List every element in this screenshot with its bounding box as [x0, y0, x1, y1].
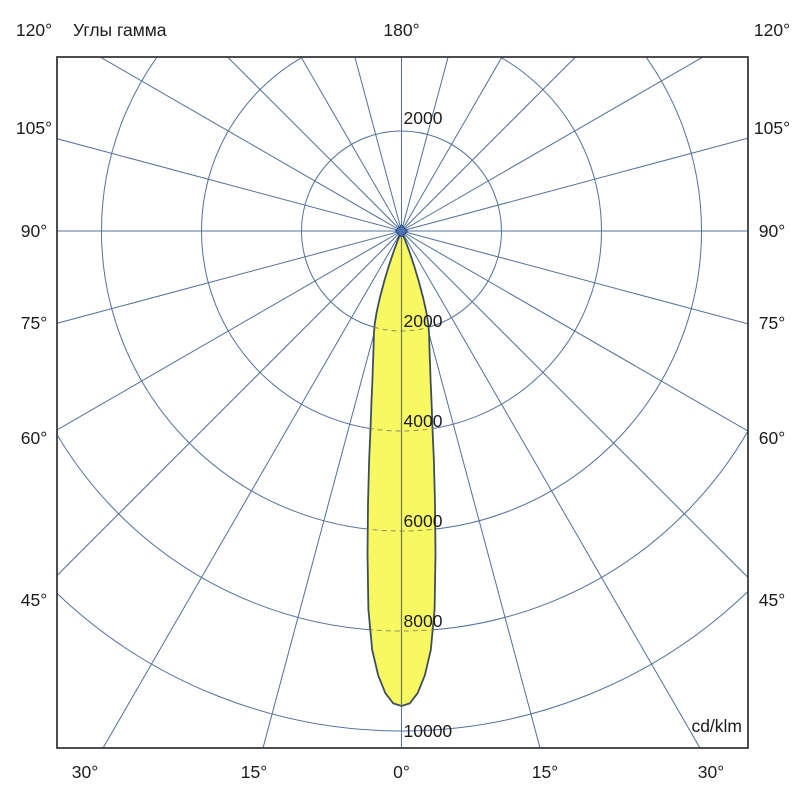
gamma-label-left-45: 45°	[21, 590, 47, 610]
gamma-ray-210	[300, 57, 402, 232]
center-marker	[394, 224, 409, 238]
gamma-label-left-120: 120°	[16, 20, 52, 40]
gamma-ray-105	[401, 137, 748, 232]
gamma-ray-30	[401, 230, 701, 748]
gamma-ray-60	[401, 230, 748, 432]
gamma-label-top-180: 180°	[383, 20, 419, 40]
gamma-ray-300	[57, 230, 402, 431]
plot-box	[56, 56, 749, 749]
gamma-label-left-90: 90°	[21, 221, 47, 241]
gamma-label-left-60: 60°	[21, 428, 47, 448]
gamma-ray-330	[102, 230, 402, 748]
gamma-label-bottom-0: 30°	[72, 762, 98, 782]
gamma-ray-240	[99, 57, 402, 232]
ring-label-above-2000: 2000	[404, 108, 443, 128]
gamma-label-left-105: 105°	[16, 118, 52, 138]
gamma-label-bottom-1: 15°	[241, 762, 267, 782]
gamma-ray-315	[57, 230, 402, 577]
gamma-label-right-60: 60°	[759, 428, 785, 448]
gamma-ray-285	[57, 230, 402, 324]
gamma-ray-135	[401, 57, 577, 232]
gamma-label-bottom-4: 30°	[698, 762, 724, 782]
gamma-ray-45	[401, 230, 748, 579]
ring-label-2000: 2000	[404, 311, 443, 331]
gamma-ray-120	[401, 57, 704, 232]
gamma-label-right-90: 90°	[759, 221, 785, 241]
gamma-label-right-105: 105°	[754, 118, 790, 138]
chart-title: Углы гамма	[73, 20, 167, 40]
intensity-ring-10000	[57, 590, 748, 732]
beam-overlay	[367, 231, 436, 706]
gamma-ray-345	[262, 230, 402, 748]
gamma-ray-165	[401, 57, 449, 232]
gamma-ray-225	[226, 57, 402, 232]
gamma-label-left-75: 75°	[21, 313, 47, 333]
gamma-ray-15	[401, 230, 541, 748]
ring-label-10000: 10000	[404, 721, 453, 741]
gamma-label-right-120: 120°	[754, 20, 790, 40]
gamma-ray-195	[354, 57, 402, 232]
gamma-label-right-45: 45°	[759, 590, 785, 610]
ring-label-6000: 6000	[404, 511, 443, 531]
units-label: cd/klm	[691, 716, 742, 736]
ring-label-8000: 8000	[404, 611, 443, 631]
gamma-label-bottom-3: 15°	[532, 762, 558, 782]
gamma-ray-255	[57, 138, 402, 232]
gamma-ray-75	[401, 230, 748, 325]
gamma-ray-150	[401, 57, 503, 232]
gamma-label-bottom-2: 0°	[393, 762, 410, 782]
ring-label-4000: 4000	[404, 411, 443, 431]
gamma-label-right-75: 75°	[759, 313, 785, 333]
